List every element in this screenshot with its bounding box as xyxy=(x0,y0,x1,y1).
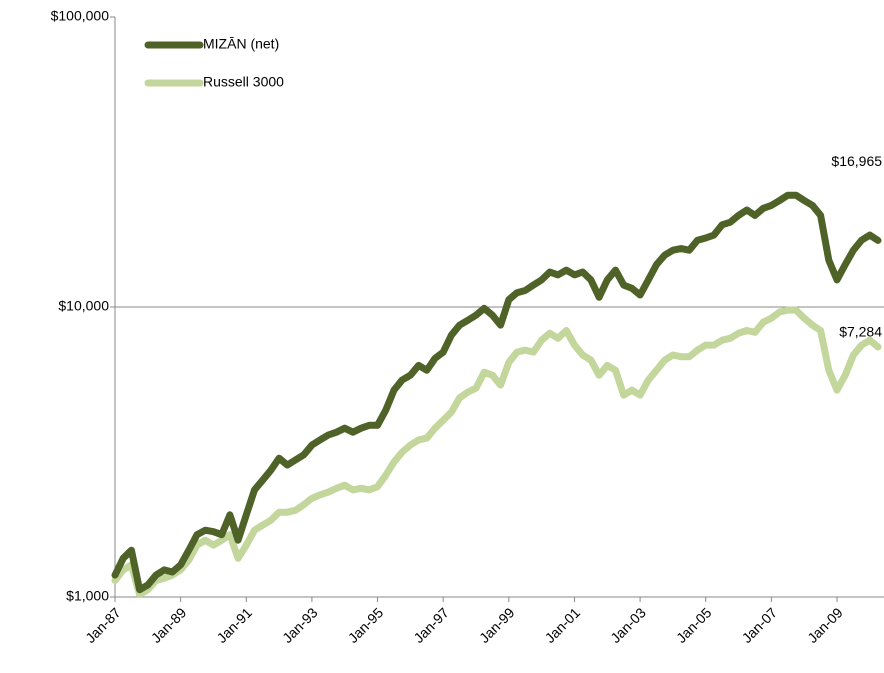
end-label: $16,965 xyxy=(831,153,882,169)
x-tick-label: Jan-97 xyxy=(410,604,452,646)
legend-label: MIZĀN (net) xyxy=(203,36,279,52)
y-tick-label: $100,000 xyxy=(51,8,110,24)
x-tick-label: Jan-93 xyxy=(279,604,321,646)
series-line xyxy=(111,306,882,598)
x-tick-label: Jan-99 xyxy=(476,604,518,646)
x-tick-label: Jan-01 xyxy=(542,604,584,646)
x-tick-label: Jan-05 xyxy=(673,604,715,646)
series-line xyxy=(111,191,882,594)
y-tick-label: $10,000 xyxy=(58,298,109,314)
x-tick-label: Jan-09 xyxy=(804,604,846,646)
legend-label: Russell 3000 xyxy=(203,74,284,90)
x-tick-label: Jan-07 xyxy=(739,604,781,646)
end-label: $7,284 xyxy=(839,324,882,340)
x-tick-label: Jan-89 xyxy=(148,604,190,646)
x-tick-label: Jan-95 xyxy=(345,604,387,646)
y-tick-label: $1,000 xyxy=(66,588,109,604)
x-tick-label: Jan-91 xyxy=(213,604,255,646)
x-tick-label: Jan-03 xyxy=(607,604,649,646)
x-tick-label: Jan-87 xyxy=(82,604,124,646)
